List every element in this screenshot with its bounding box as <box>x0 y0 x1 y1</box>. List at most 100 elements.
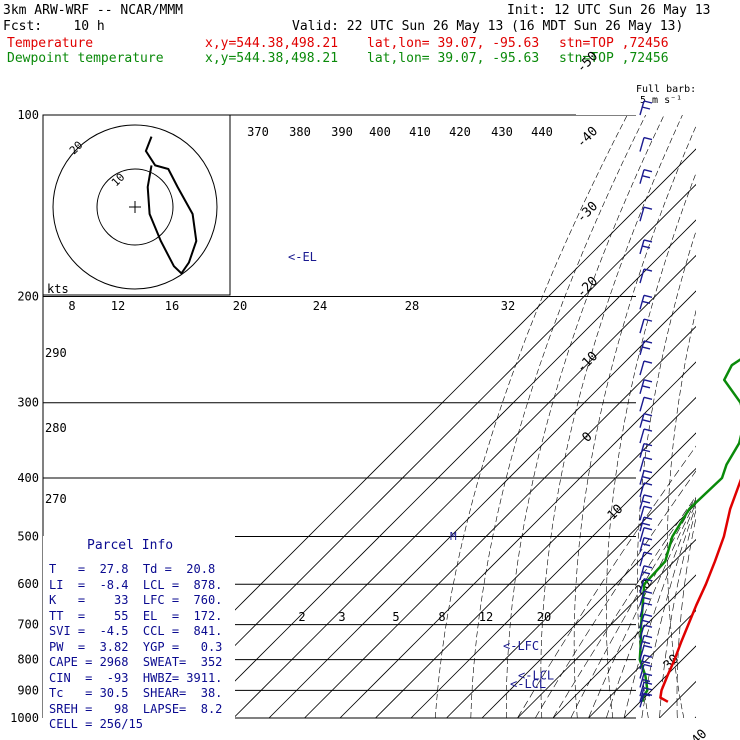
wind-barb-flag <box>641 245 651 249</box>
moist-adiabat-line <box>676 516 696 718</box>
parcel-row: TT = 55 EL = 172. <box>49 609 223 623</box>
wind-barb-flag <box>643 654 653 658</box>
temperature-tick-label: -60 <box>574 0 601 1</box>
wind-barb-flag <box>641 418 651 423</box>
max-wind-marker: M <box>450 530 457 543</box>
dry-adiabat-line <box>725 115 740 718</box>
wind-barb-staff <box>639 340 645 356</box>
wind-barb-flag <box>643 428 653 432</box>
wind-barb-flag <box>643 505 653 509</box>
wind-barb-flag <box>643 379 653 383</box>
parcel-row: PW = 3.82 YGP = 0.3 <box>49 640 223 654</box>
wind-barb-flag <box>643 516 653 520</box>
wind-barb-staff <box>639 624 645 640</box>
wind-barb-flag <box>643 551 653 555</box>
valid-time: Valid: 22 UTC Sun 26 May 13 (16 MDT Sun … <box>292 19 684 34</box>
wind-barb-flag <box>643 663 653 668</box>
wind-barb <box>639 100 653 116</box>
init-time: Init: 12 UTC Sun 26 May 13 <box>507 3 711 18</box>
wind-barb-flag <box>643 578 653 582</box>
wind-barb-staff <box>639 602 645 618</box>
wind-barb-flag <box>643 268 653 272</box>
parcel-row: SREH = 98 LAPSE= 8.2 <box>49 702 223 716</box>
wind-barb-staff <box>639 470 645 485</box>
wind-barb <box>639 505 653 521</box>
wind-barb-flag <box>643 340 653 344</box>
wind-barb <box>639 663 653 679</box>
wind-barb <box>639 681 653 697</box>
temperature-legend-label: Temperature <box>7 36 94 51</box>
isotherm-line <box>233 254 696 718</box>
dry-adiabat-label: 290 <box>45 346 67 360</box>
wind-barb-flag <box>643 687 653 691</box>
pressure-tick-label: 500 <box>17 529 39 543</box>
pressure-tick-label: 400 <box>17 471 39 485</box>
wind-barb-flag <box>643 624 653 628</box>
wind-barb-staff <box>639 551 645 567</box>
wind-barb-staff <box>639 379 645 395</box>
wind-barb-staff <box>639 428 645 444</box>
wind-barb-flag <box>641 106 651 110</box>
wind-barb-staff <box>639 397 645 412</box>
wind-barb-flag <box>641 596 651 600</box>
wind-barb-flag <box>643 169 653 173</box>
parcel-level-annotation: <-LCL <box>510 677 546 691</box>
hodograph-ring <box>96 168 174 246</box>
temperature-tick-label: 40 <box>689 727 711 740</box>
wind-barb <box>639 396 653 412</box>
wind-barb <box>639 602 653 618</box>
wind-barb-flag <box>643 613 653 617</box>
wind-barb <box>639 624 653 640</box>
wind-barb-flag <box>641 475 651 480</box>
wind-barb-staff <box>639 206 645 222</box>
wind-legend-units: 5 m s⁻¹ <box>640 95 682 106</box>
isotherm-line <box>659 680 696 718</box>
wind-barb-flag <box>641 448 651 453</box>
wind-barb-flag <box>641 571 651 575</box>
wind-barb-flag <box>641 543 651 547</box>
parcel-row: CAPE = 2968 SWEAT= 352 <box>49 655 223 669</box>
wind-barb-staff <box>639 137 645 152</box>
wind-barb-staff <box>639 537 645 552</box>
forecast-hour: Fcst: 10 h <box>3 19 105 34</box>
wind-barb <box>639 644 653 660</box>
parcel-level-annotation: <-LFC <box>503 639 539 653</box>
wind-barb-flag <box>641 300 651 304</box>
wind-barb-flag <box>643 590 653 594</box>
hodograph-ring <box>52 124 218 290</box>
wind-barb-flag <box>643 644 653 649</box>
isotherm-line <box>375 396 696 718</box>
isotherm-line <box>552 574 696 718</box>
wind-barb-flag <box>643 442 653 447</box>
wind-barb-staff <box>639 681 645 697</box>
hodograph-frame <box>42 114 231 296</box>
wind-barb-flag <box>643 396 653 400</box>
wind-barb <box>639 412 653 428</box>
theta-label: 420 <box>449 125 471 139</box>
wind-barb-staff <box>639 295 645 310</box>
wind-barb <box>639 590 653 606</box>
dry-adiabat-label: 270 <box>45 492 67 506</box>
grid-layer <box>43 115 740 718</box>
wind-barb <box>639 340 653 356</box>
pressure-tick-label: 800 <box>17 653 39 667</box>
moist-adiabat-line <box>588 498 696 718</box>
wind-barb-flag <box>643 360 653 364</box>
wind-barb-staff <box>639 100 645 116</box>
wind-barb <box>639 206 653 222</box>
wind-barb-staff <box>639 614 645 629</box>
temperature-tick-label: 0 <box>579 429 595 445</box>
wind-barb-flag <box>641 522 651 526</box>
moist-adiabat-line <box>623 502 696 718</box>
wind-barb-staff <box>639 268 645 284</box>
pressure-tick-label: 600 <box>17 577 39 591</box>
parcel-row: CIN = -93 HWBZ= 3911. <box>49 671 223 685</box>
moist-adiabat-line <box>659 509 696 718</box>
wind-barb-flag <box>643 294 653 298</box>
wind-barb-flag <box>643 634 653 639</box>
wind-barb <box>639 268 653 284</box>
wind-barb-staff <box>639 413 645 428</box>
model-title: 3km ARW-WRF -- NCAR/MMM <box>3 3 184 18</box>
isotherm-line <box>268 290 696 718</box>
